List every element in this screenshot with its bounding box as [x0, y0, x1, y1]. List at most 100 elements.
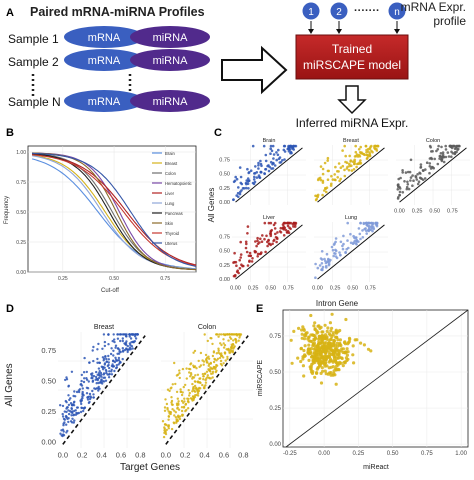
panel-e-point — [326, 326, 330, 330]
panel-d-breast-point — [102, 333, 106, 336]
panel-d-colon-point — [211, 372, 214, 375]
panel-d-colon-point — [206, 376, 209, 379]
panel-c-colon-point — [401, 169, 404, 172]
panel-e-point — [299, 346, 303, 350]
panel-d-breast-point — [92, 374, 96, 378]
panel-e-point — [312, 324, 316, 328]
panel-c-liver-y-tick-label: 0.00 — [219, 277, 230, 283]
panel-d-breast-point — [102, 372, 106, 375]
panel-d-breast-point — [80, 402, 83, 406]
panel-c-colon-point — [441, 153, 445, 156]
panel-c-brain-point — [277, 148, 280, 152]
panel-c-brain-point — [273, 164, 277, 167]
panel-e-point — [335, 341, 339, 345]
panel-c-breast-point — [315, 197, 319, 201]
panel-d-breast-point — [82, 371, 86, 374]
panel-d-breast-point — [92, 393, 95, 396]
mrna-label-2: mRNA — [88, 55, 121, 67]
panel-c-breast-point — [355, 165, 358, 169]
panel-c-liver-point — [264, 250, 267, 254]
panel-d-breast-point — [121, 337, 125, 340]
panel-c-lung-point — [367, 228, 370, 232]
panel-c-brain-point — [247, 171, 251, 174]
panel-d-colon-point — [229, 351, 232, 354]
panel-e-point — [301, 364, 305, 368]
panel-e-y-label: miRSCAPE — [257, 360, 264, 397]
panel-d-breast-point — [95, 387, 99, 390]
panel-c-brain-point — [264, 159, 268, 163]
panel-c-liver-point — [275, 236, 279, 240]
mirna-label-2: miRNA — [153, 55, 188, 67]
panel-d-breast-point — [129, 337, 133, 340]
panel-c-colon-point — [437, 144, 440, 148]
panel-c-brain-point — [264, 153, 268, 157]
panel-d-breast-point — [134, 333, 137, 336]
panel-d-breast-point — [101, 356, 105, 359]
panel-d-colon-point — [218, 333, 221, 336]
panel-b-y-tick-label: 0.75 — [16, 180, 26, 186]
panel-e-points — [289, 312, 373, 386]
panel-c-liver-point — [233, 274, 237, 278]
panel-c-brain-point — [235, 194, 238, 197]
panel-c-liver-point — [250, 260, 254, 263]
panel-c-colon-point — [419, 165, 423, 169]
panel-c-lung-point — [341, 247, 345, 251]
panel-b-y-label: Frequency — [4, 196, 10, 224]
panel-c-colon-point — [444, 144, 448, 148]
panel-e-x-ticks: -0.25 0.00 0.25 0.50 0.75 1.00 — [283, 451, 468, 457]
panel-e-point — [317, 347, 321, 351]
panel-e-point — [307, 343, 311, 347]
panel-c-liver-point — [292, 221, 296, 225]
panel-c-liver-point — [265, 234, 268, 238]
panel-d-breast-point — [86, 387, 90, 390]
panel-d-colon-point — [170, 427, 174, 431]
panel-e-point — [309, 313, 313, 318]
panel-c-breast-point — [356, 162, 359, 166]
panel-d-breast-point — [81, 390, 84, 394]
panel-e-point — [341, 347, 345, 351]
panel-c-liver-point — [251, 257, 254, 260]
panel-c-liver-point — [247, 254, 251, 258]
panel-d-breast-point — [116, 333, 119, 336]
panel-c-liver-point — [266, 240, 269, 244]
panel-c-lung-point — [374, 221, 378, 225]
panel-c-colon-point — [418, 171, 421, 175]
panel-c-lung-point — [359, 221, 362, 225]
panel-d-colon-point — [215, 363, 218, 367]
panel-c-brain-point — [255, 176, 259, 179]
panel-c-lung-point — [359, 237, 362, 241]
panel-e-point — [323, 356, 327, 360]
panel-d-breast-point — [112, 359, 115, 363]
panel-c-liver-point — [244, 246, 248, 250]
panel-c-liver-point — [253, 250, 257, 254]
panel-d-breast-point — [121, 333, 125, 336]
panel-c-brain-point — [270, 149, 274, 153]
panel-e-point — [315, 358, 319, 362]
panel-e-point — [338, 338, 342, 342]
panel-e-point — [332, 359, 337, 363]
panel-c-brain-point — [269, 147, 273, 150]
panel-e-point — [316, 366, 320, 370]
panel-d-breast-point — [85, 392, 89, 395]
panel-c-brain-point — [251, 181, 255, 185]
panel-c-colon-point — [411, 174, 414, 177]
panel-d-breast-point — [104, 355, 107, 358]
panel-d-colon-point — [196, 373, 200, 376]
panel-b-legend: Brain Breast Colon Hematopoietic Liver Lung Pa… — [152, 151, 192, 246]
panel-c-liver-x-tick-label: 0.00 — [230, 286, 241, 292]
panel-c-lung-point — [346, 239, 349, 242]
panel-d-breast-point — [125, 340, 128, 343]
panel-d-colon-point — [206, 339, 209, 343]
panel-e-point — [314, 329, 319, 333]
panel-d-colon-point — [188, 394, 191, 397]
panel-d-breast-point — [88, 400, 91, 404]
panel-d-colon-point — [195, 388, 199, 391]
panel-c-facets: Brain 0.75 0.50 0.25 0.00 Breast Colon 0.00 0.25… — [219, 138, 470, 292]
panel-c-colon-point — [428, 165, 432, 168]
panel-c-brain-point — [253, 180, 257, 184]
panel-d-breast-point — [132, 333, 135, 336]
panel-d-colon-point — [163, 406, 167, 409]
panel-c-colon-point — [428, 171, 431, 175]
input-arrowhead-1 — [308, 29, 314, 34]
panel-d-breast-point — [65, 401, 68, 404]
